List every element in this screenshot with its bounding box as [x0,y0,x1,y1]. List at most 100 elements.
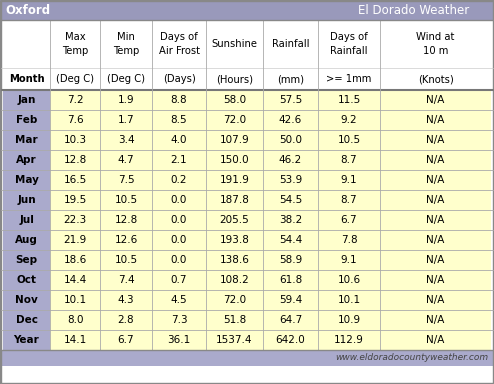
Text: May: May [14,175,39,185]
Bar [0,20,494,90]
Text: Min: Min [117,32,135,42]
Text: 42.6: 42.6 [279,115,302,125]
Text: Month: Month [9,74,44,84]
Bar [3,290,50,310]
Text: Feb: Feb [16,115,37,125]
Text: 22.3: 22.3 [63,215,86,225]
Bar [50,310,491,330]
Bar [50,110,491,130]
Text: 10.5: 10.5 [115,255,137,265]
Text: >= 1mm: >= 1mm [327,74,371,84]
Bar [50,330,491,350]
Text: 6.7: 6.7 [118,335,134,345]
Bar [3,210,50,230]
Text: Air Frost: Air Frost [159,46,200,56]
Text: 50.0: 50.0 [279,135,302,145]
Text: 7.2: 7.2 [67,95,83,105]
Text: N/A: N/A [426,135,445,145]
Text: 138.6: 138.6 [219,255,249,265]
Text: 10.9: 10.9 [337,315,361,325]
Text: 58.9: 58.9 [279,255,302,265]
Bar [3,190,50,210]
Text: 4.3: 4.3 [118,295,134,305]
Text: N/A: N/A [426,235,445,245]
Bar [3,150,50,170]
Text: N/A: N/A [426,255,445,265]
Bar [0,350,494,366]
Bar [50,250,491,270]
Text: 642.0: 642.0 [276,335,305,345]
Text: 12.8: 12.8 [63,155,86,165]
Text: 0.0: 0.0 [171,195,187,205]
Bar [0,0,494,20]
Text: 8.0: 8.0 [67,315,83,325]
Text: 0.7: 0.7 [171,275,187,285]
Bar [50,90,491,110]
Text: 0.0: 0.0 [171,235,187,245]
Bar [3,110,50,130]
Text: 12.6: 12.6 [115,235,138,245]
Bar [3,310,50,330]
Bar [50,230,491,250]
Text: 193.8: 193.8 [219,235,249,245]
Bar [50,290,491,310]
Text: Apr: Apr [16,155,37,165]
Text: 14.4: 14.4 [63,275,86,285]
Text: Sep: Sep [15,255,38,265]
Text: 53.9: 53.9 [279,175,302,185]
Text: 205.5: 205.5 [220,215,249,225]
Text: Days of: Days of [160,32,198,42]
Bar [50,170,491,190]
Text: Year: Year [14,335,40,345]
Text: 1537.4: 1537.4 [216,335,253,345]
Text: 9.2: 9.2 [341,115,357,125]
Text: 107.9: 107.9 [220,135,249,145]
Text: 14.1: 14.1 [63,335,86,345]
Text: (Days): (Days) [163,74,195,84]
Text: N/A: N/A [426,195,445,205]
Text: 10.3: 10.3 [63,135,86,145]
Text: 72.0: 72.0 [223,295,246,305]
Text: Rainfall: Rainfall [330,46,368,56]
Bar [3,230,50,250]
Text: 18.6: 18.6 [63,255,86,265]
Bar [3,170,50,190]
Text: Nov: Nov [15,295,38,305]
Text: (Deg C): (Deg C) [107,74,145,84]
Text: Sunshine: Sunshine [211,39,257,49]
Text: Max: Max [65,32,85,42]
Text: N/A: N/A [426,115,445,125]
Text: 64.7: 64.7 [279,315,302,325]
Text: 7.6: 7.6 [67,115,83,125]
Text: Days of: Days of [330,32,368,42]
Text: N/A: N/A [426,155,445,165]
Text: 1.7: 1.7 [118,115,134,125]
Text: 54.4: 54.4 [279,235,302,245]
Text: 59.4: 59.4 [279,295,302,305]
Bar [50,270,491,290]
Text: www.eldoradocountyweather.com: www.eldoradocountyweather.com [335,354,488,362]
Bar [3,270,50,290]
Text: (Hours): (Hours) [216,74,253,84]
Text: 36.1: 36.1 [167,335,191,345]
Text: 0.0: 0.0 [171,255,187,265]
Text: (Deg C): (Deg C) [56,74,94,84]
Text: 9.1: 9.1 [341,255,357,265]
Text: 112.9: 112.9 [334,335,364,345]
Text: 191.9: 191.9 [219,175,249,185]
Text: Temp: Temp [62,46,88,56]
Text: N/A: N/A [426,275,445,285]
Text: 57.5: 57.5 [279,95,302,105]
Text: 4.5: 4.5 [171,295,187,305]
Text: Mar: Mar [15,135,38,145]
Text: 7.4: 7.4 [118,275,134,285]
Text: El Dorado Weather: El Dorado Weather [358,3,470,17]
Text: 0.0: 0.0 [171,215,187,225]
Text: 2.1: 2.1 [171,155,187,165]
Text: 10.5: 10.5 [115,195,137,205]
Text: 10 m: 10 m [423,46,448,56]
Text: 10.1: 10.1 [337,295,361,305]
Text: 54.5: 54.5 [279,195,302,205]
Text: 108.2: 108.2 [220,275,249,285]
Text: Aug: Aug [15,235,38,245]
